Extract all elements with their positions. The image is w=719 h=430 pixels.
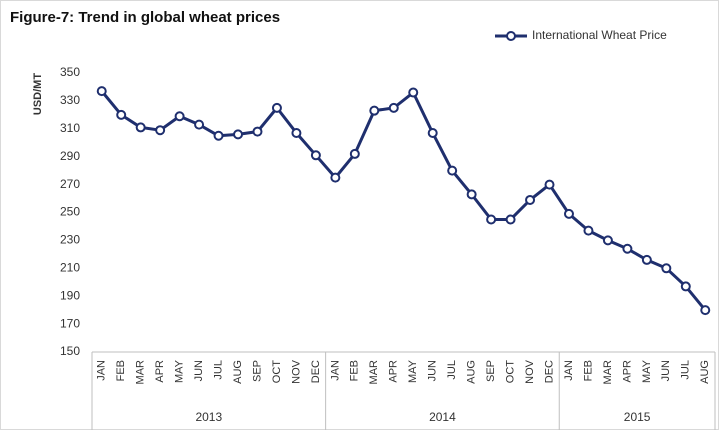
x-tick-label: JAN — [96, 360, 108, 381]
data-point — [544, 179, 555, 190]
x-tick-label: SEP — [485, 360, 497, 382]
data-point — [135, 122, 146, 133]
data-point — [174, 111, 185, 122]
legend-marker — [506, 31, 516, 41]
data-point — [96, 86, 107, 97]
x-tick-label: MAR — [602, 360, 614, 385]
x-tick-label: AUG — [699, 360, 711, 384]
x-tick-label: NOV — [524, 359, 536, 384]
y-tick-label: 330 — [60, 93, 80, 107]
x-tick-label: JUL — [446, 360, 458, 380]
x-tick-label: DEC — [543, 360, 555, 383]
data-point — [116, 109, 127, 120]
data-point — [661, 263, 672, 274]
x-tick-label: APR — [621, 360, 633, 383]
x-tick-label: JUN — [427, 360, 439, 381]
y-tick-label: 290 — [60, 149, 80, 163]
x-group-label: 2015 — [624, 410, 651, 424]
data-point — [680, 281, 691, 292]
y-tick-label: 310 — [60, 121, 80, 135]
data-point — [700, 305, 711, 316]
data-point — [525, 194, 536, 205]
x-tick-label: MAY — [407, 359, 419, 383]
x-group-label: 2014 — [429, 410, 456, 424]
data-point — [622, 243, 633, 254]
x-tick-label: SEP — [251, 360, 263, 382]
data-point — [466, 189, 477, 200]
x-group-label: 2013 — [195, 410, 222, 424]
x-tick-label: JUL — [680, 360, 692, 380]
data-point — [233, 129, 244, 140]
data-point — [388, 102, 399, 113]
x-tick-label: APR — [388, 360, 400, 383]
x-tick-label: APR — [154, 360, 166, 383]
y-tick-label: 230 — [60, 233, 80, 247]
data-point — [447, 165, 458, 176]
y-tick-label: 170 — [60, 316, 80, 330]
data-point — [213, 130, 224, 141]
x-tick-label: FEB — [582, 360, 594, 381]
y-tick-label: 210 — [60, 260, 80, 274]
x-tick-label: FEB — [115, 360, 127, 381]
x-tick-label: JUN — [193, 360, 205, 381]
x-tick-label: AUG — [466, 360, 478, 384]
data-point — [408, 87, 419, 98]
data-point — [252, 126, 263, 137]
data-point — [602, 235, 613, 246]
x-tick-label: JAN — [329, 360, 341, 381]
x-tick-label: JUN — [660, 360, 672, 381]
x-tick-label: MAR — [135, 360, 147, 385]
data-point — [271, 102, 282, 113]
data-point — [369, 105, 380, 116]
data-point — [486, 214, 497, 225]
x-tick-label: OCT — [504, 360, 516, 384]
data-point — [563, 208, 574, 219]
x-tick-label: MAR — [368, 360, 380, 385]
data-point — [583, 225, 594, 236]
y-tick-label: 350 — [60, 65, 80, 79]
x-tick-label: OCT — [271, 360, 283, 384]
x-tick-label: NOV — [290, 359, 302, 384]
y-tick-label: 190 — [60, 288, 80, 302]
data-point — [291, 127, 302, 138]
data-point — [155, 125, 166, 136]
x-tick-label: AUG — [232, 360, 244, 384]
chart-title: Figure-7: Trend in global wheat prices — [10, 9, 280, 26]
data-point — [427, 127, 438, 138]
x-tick-label: JAN — [563, 360, 575, 381]
legend-label: International Wheat Price — [532, 28, 667, 42]
y-tick-label: 270 — [60, 177, 80, 191]
x-tick-label: DEC — [310, 360, 322, 383]
data-point — [194, 119, 205, 130]
x-tick-label: MAY — [174, 359, 186, 383]
data-point — [310, 150, 321, 161]
data-point — [330, 172, 341, 183]
y-axis-label: USD/MT — [32, 73, 44, 115]
data-point — [349, 148, 360, 159]
data-point — [505, 214, 516, 225]
y-tick-label: 150 — [60, 344, 80, 358]
x-tick-label: MAY — [641, 359, 653, 383]
data-point — [641, 254, 652, 265]
x-tick-label: FEB — [349, 360, 361, 381]
x-tick-label: JUL — [212, 360, 224, 380]
y-tick-label: 250 — [60, 205, 80, 219]
